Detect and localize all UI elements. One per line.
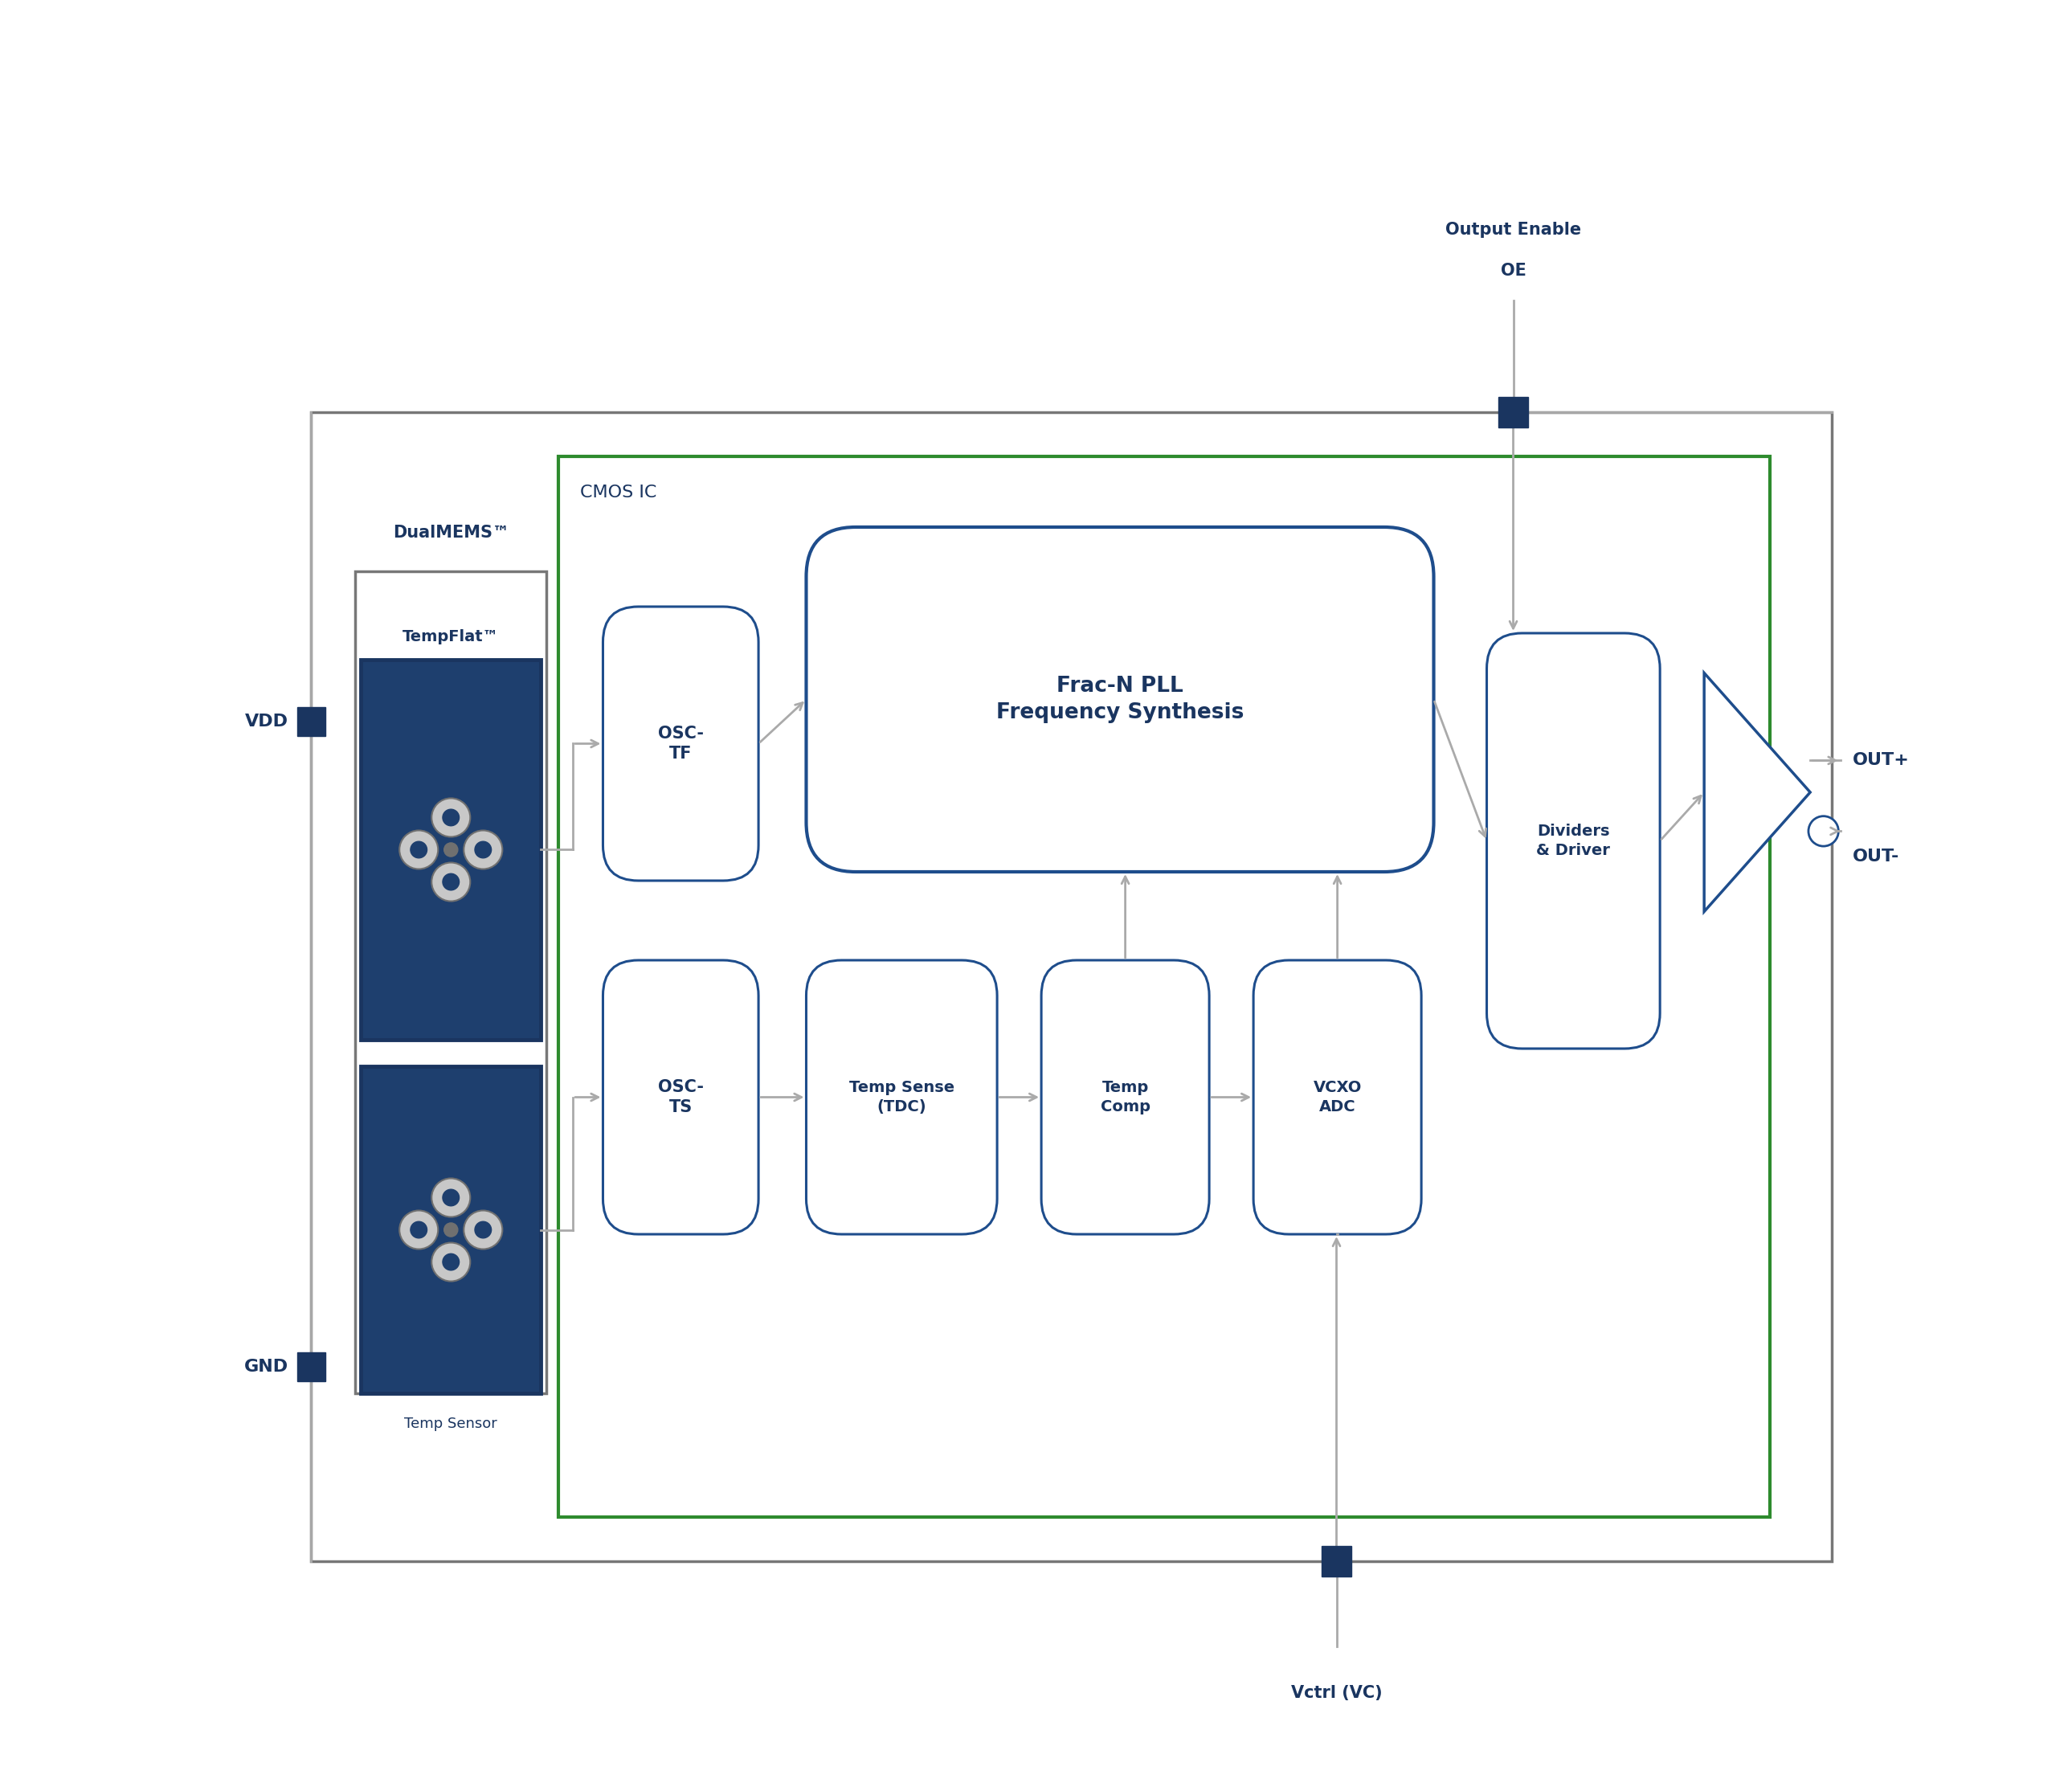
- Text: OUT-: OUT-: [1852, 849, 1900, 865]
- FancyBboxPatch shape: [1488, 633, 1660, 1048]
- Circle shape: [464, 831, 501, 868]
- Text: Temp Sense
(TDC): Temp Sense (TDC): [850, 1080, 955, 1115]
- Text: VDD: VDD: [244, 713, 288, 729]
- Text: Vctrl (VC): Vctrl (VC): [1291, 1685, 1382, 1701]
- Text: TempFlat™: TempFlat™: [402, 630, 499, 644]
- Circle shape: [443, 1222, 458, 1236]
- Text: VCXO
ADC: VCXO ADC: [1314, 1080, 1361, 1115]
- Text: DualMEMS™: DualMEMS™: [394, 525, 510, 541]
- Circle shape: [443, 873, 460, 890]
- Circle shape: [443, 809, 460, 825]
- Text: Dividers
& Driver: Dividers & Driver: [1537, 824, 1610, 857]
- Text: GND: GND: [244, 1359, 288, 1375]
- FancyBboxPatch shape: [296, 1352, 325, 1381]
- Circle shape: [410, 841, 427, 857]
- Circle shape: [474, 1222, 491, 1238]
- Circle shape: [400, 831, 437, 868]
- FancyBboxPatch shape: [1322, 1546, 1351, 1576]
- FancyBboxPatch shape: [1254, 961, 1421, 1235]
- Circle shape: [431, 863, 470, 902]
- Circle shape: [443, 1190, 460, 1206]
- Circle shape: [474, 841, 491, 857]
- Circle shape: [1809, 817, 1838, 847]
- FancyBboxPatch shape: [296, 708, 325, 737]
- FancyBboxPatch shape: [603, 607, 758, 881]
- Text: Output Enable: Output Enable: [1446, 222, 1581, 238]
- FancyBboxPatch shape: [1042, 961, 1210, 1235]
- Text: OSC-
TF: OSC- TF: [657, 726, 704, 761]
- Circle shape: [464, 1210, 501, 1249]
- Circle shape: [431, 1178, 470, 1217]
- FancyBboxPatch shape: [361, 1066, 541, 1393]
- Text: Temp Sensor: Temp Sensor: [404, 1416, 497, 1430]
- Text: OUT+: OUT+: [1852, 753, 1910, 769]
- Text: Temp
Comp: Temp Comp: [1100, 1080, 1150, 1115]
- FancyBboxPatch shape: [806, 961, 997, 1235]
- Text: CMOS IC: CMOS IC: [580, 484, 657, 500]
- Polygon shape: [1703, 672, 1811, 911]
- Circle shape: [410, 1222, 427, 1238]
- Circle shape: [443, 843, 458, 857]
- FancyBboxPatch shape: [806, 527, 1434, 872]
- Circle shape: [443, 1254, 460, 1270]
- Circle shape: [431, 1244, 470, 1281]
- Text: OE: OE: [1500, 263, 1527, 279]
- FancyBboxPatch shape: [603, 961, 758, 1235]
- FancyBboxPatch shape: [361, 660, 541, 1039]
- FancyBboxPatch shape: [1498, 397, 1529, 427]
- Circle shape: [400, 1210, 437, 1249]
- Circle shape: [431, 799, 470, 836]
- Text: OSC-
TS: OSC- TS: [657, 1078, 704, 1115]
- Text: Frac-N PLL
Frequency Synthesis: Frac-N PLL Frequency Synthesis: [997, 676, 1243, 722]
